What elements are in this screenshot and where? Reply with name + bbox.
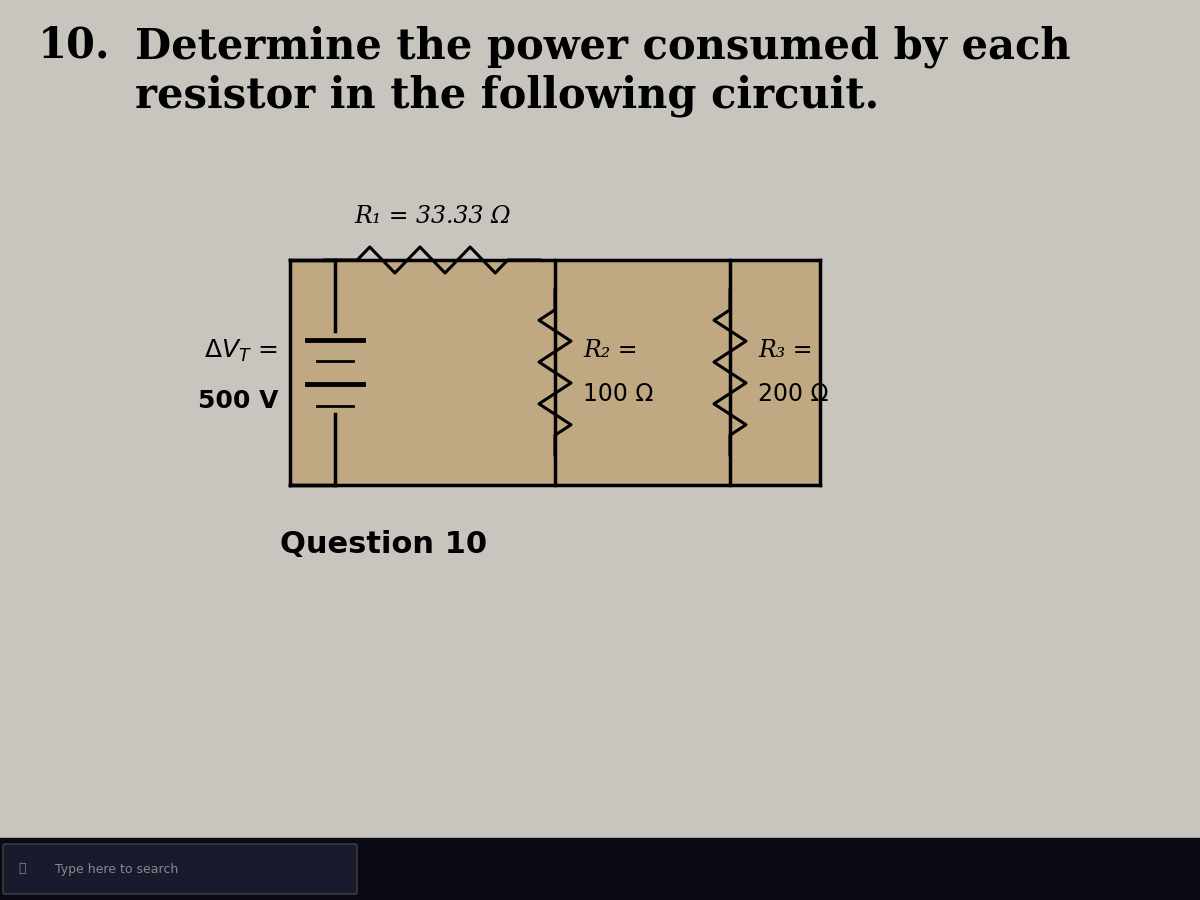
Text: Type here to search: Type here to search — [55, 862, 179, 876]
Bar — [0, 838, 1200, 900]
Text: $\Delta V_T$ =: $\Delta V_T$ = — [204, 338, 278, 364]
Text: 500 V: 500 V — [198, 389, 278, 412]
Text: R₂ =: R₂ = — [583, 339, 637, 362]
Text: R₃ =: R₃ = — [758, 339, 812, 362]
FancyBboxPatch shape — [4, 844, 358, 894]
Text: 🔍: 🔍 — [18, 862, 25, 876]
Text: Determine the power consumed by each
resistor in the following circuit.: Determine the power consumed by each res… — [134, 25, 1070, 117]
Bar — [290, 260, 820, 485]
Text: 200 Ω: 200 Ω — [758, 382, 828, 407]
Text: Question 10: Question 10 — [280, 530, 487, 559]
Text: 100 Ω: 100 Ω — [583, 382, 653, 407]
Text: 10.: 10. — [38, 25, 110, 67]
Text: R₁ = 33.33 Ω: R₁ = 33.33 Ω — [354, 205, 511, 228]
